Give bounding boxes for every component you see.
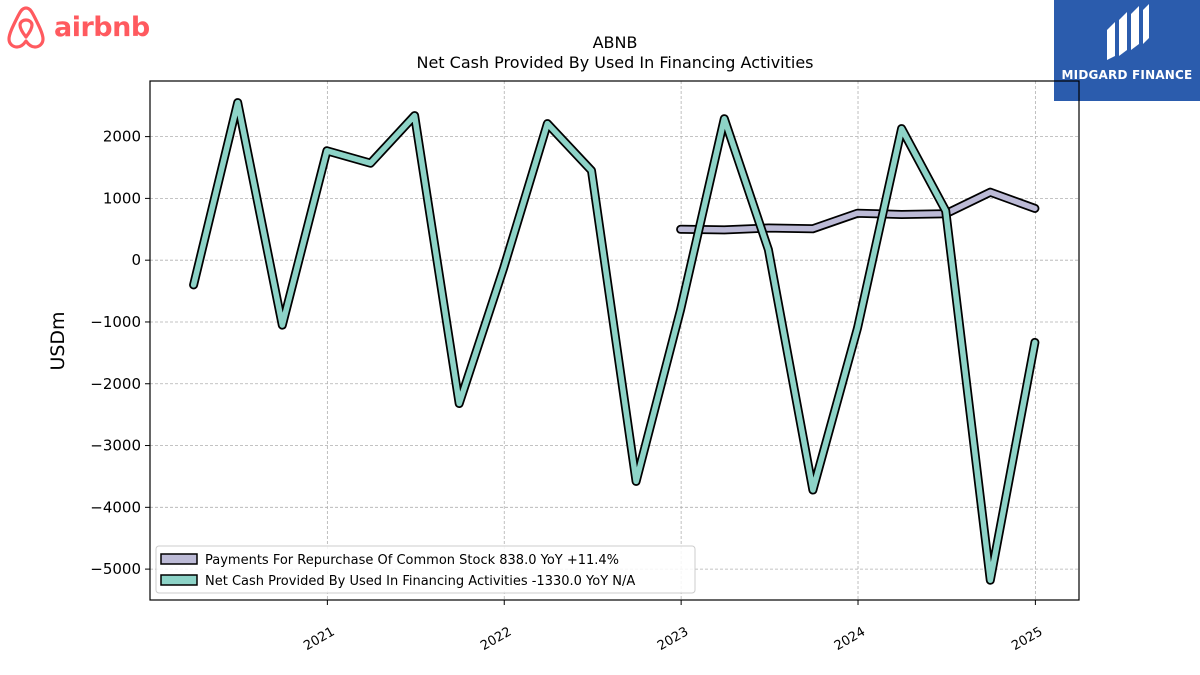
- y-tick-label: −3000: [90, 437, 141, 455]
- series-line: [677, 189, 1038, 233]
- x-tick-label: 2022: [478, 624, 514, 654]
- legend-swatch: [160, 574, 198, 586]
- airbnb-belo-icon: [7, 6, 45, 49]
- y-tick-label: −4000: [90, 498, 141, 516]
- series-1: [676, 187, 1040, 235]
- y-tick-label: −1000: [90, 313, 141, 331]
- y-tick-label: 1000: [103, 189, 141, 207]
- series-2: [189, 98, 1040, 585]
- airbnb-logo-text: airbnb: [54, 11, 150, 43]
- midgard-finance-text: MIDGARD FINANCE: [1061, 68, 1193, 82]
- legend-box: [155, 545, 696, 594]
- y-axis-label: USDm: [47, 311, 69, 370]
- legend-entry: Payments For Repurchase Of Common Stock …: [205, 553, 619, 568]
- y-tick-label: −5000: [90, 560, 141, 578]
- x-tick-label: 2021: [301, 624, 337, 654]
- grid: [150, 81, 1079, 600]
- chart-subtitle: Net Cash Provided By Used In Financing A…: [416, 53, 813, 72]
- x-tick-label: 2025: [1009, 624, 1045, 654]
- plot-series: [189, 98, 1040, 585]
- x-tick-label: 2023: [655, 624, 691, 654]
- legend: Payments For Repurchase Of Common Stock …: [155, 545, 696, 594]
- y-tick-label: 0: [131, 251, 141, 269]
- series-line: [190, 99, 1038, 583]
- x-axis: 2021 2022 2023 2024 2025: [301, 600, 1045, 654]
- y-tick-label: −2000: [90, 375, 141, 393]
- chart-title: ABNB: [593, 33, 638, 52]
- airbnb-logo: airbnb: [4, 4, 150, 50]
- x-tick-label: 2024: [832, 624, 868, 654]
- midgard-emblem-icon: [1107, 4, 1149, 60]
- y-axis: −5000 −4000 −3000 −2000 −1000 0 1000 2000: [90, 128, 150, 578]
- y-tick-label: 2000: [103, 128, 141, 146]
- legend-entry: Net Cash Provided By Used In Financing A…: [205, 574, 635, 589]
- plot-frame: [149, 80, 1080, 601]
- legend-swatch: [160, 553, 198, 565]
- midgard-finance-logo: MIDGARD FINANCE: [1054, 0, 1200, 101]
